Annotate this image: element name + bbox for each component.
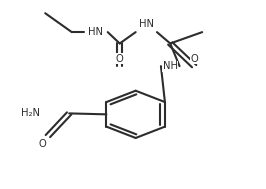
Text: O: O bbox=[116, 54, 124, 64]
Text: H₂N: H₂N bbox=[21, 108, 40, 118]
Text: HN: HN bbox=[88, 27, 103, 37]
Text: O: O bbox=[39, 139, 47, 149]
Text: HN: HN bbox=[139, 19, 154, 29]
Text: O: O bbox=[190, 54, 198, 64]
Text: NH: NH bbox=[163, 61, 178, 71]
